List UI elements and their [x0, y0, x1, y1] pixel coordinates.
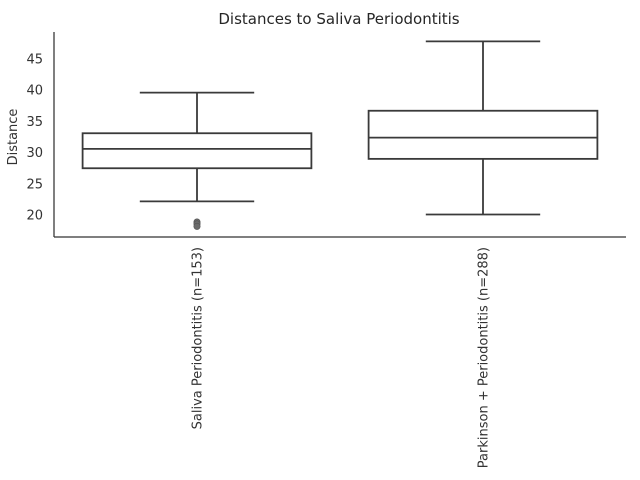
iqr-box [81, 132, 313, 170]
y-tick-label: 25 [26, 177, 43, 192]
boxes [81, 40, 599, 230]
x-tick-label: Saliva Periodontitis (n=153) [191, 247, 206, 429]
chart-title: Distances to Saliva Periodontitis [218, 10, 459, 28]
outlier-point [193, 222, 201, 230]
x-ticks: Saliva Periodontitis (n=153) Parkinson + … [191, 247, 492, 468]
iqr-box [367, 109, 599, 160]
y-ticks: 20 25 30 35 40 45 [26, 52, 43, 223]
box-group [367, 40, 599, 216]
y-tick-label: 35 [26, 115, 43, 130]
x-tick-label: Parkinson + Periodontitis (n=288) [477, 247, 492, 468]
y-tick-label: 40 [26, 84, 43, 99]
y-tick-label: 30 [26, 146, 43, 161]
box-group [81, 91, 313, 230]
y-tick-label: 45 [26, 52, 43, 67]
y-tick-label: 20 [26, 209, 43, 224]
axes [53, 32, 626, 238]
y-axis-label: Distance [6, 109, 21, 166]
